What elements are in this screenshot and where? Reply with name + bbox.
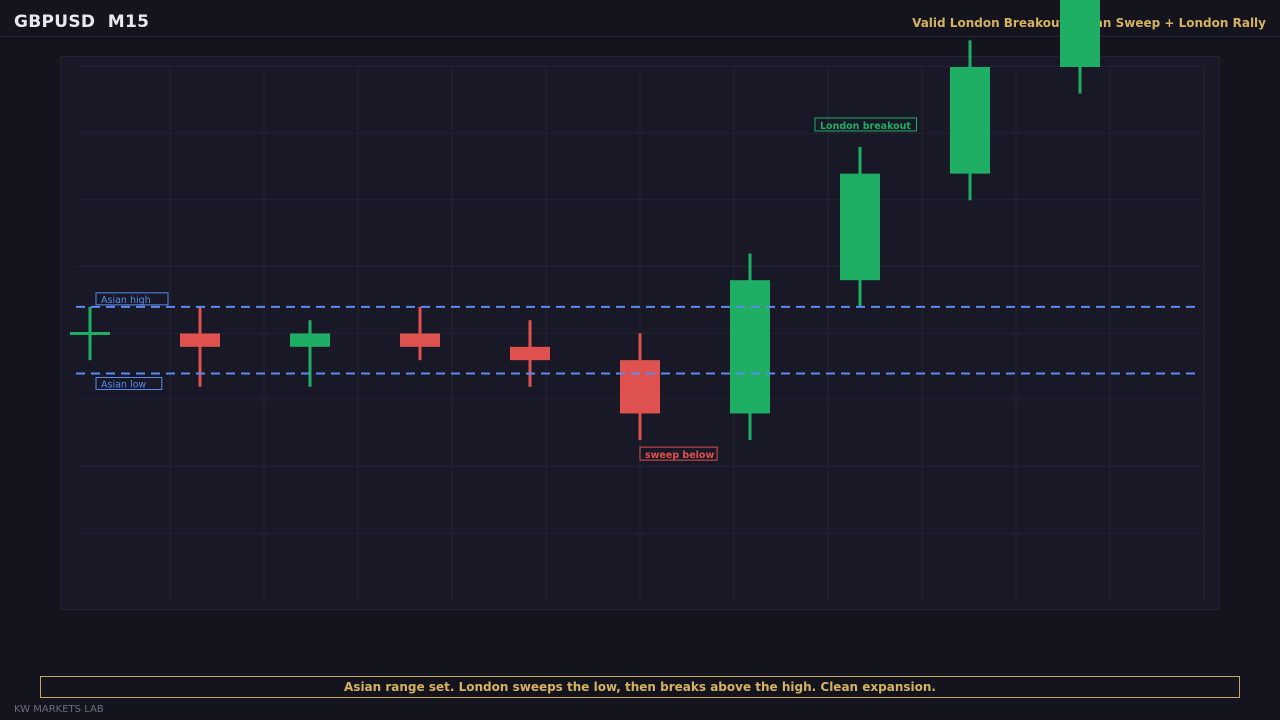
candle-body-bullish: [1060, 0, 1100, 67]
candle-body-bearish: [620, 360, 660, 414]
candle-body-bullish: [70, 332, 110, 335]
footer-brand: KW MARKETS LAB: [14, 704, 104, 715]
symbol-timeframe: GBPUSD M15: [14, 12, 150, 32]
annotation-box: [639, 446, 718, 461]
annotation-label: sweep below: [645, 450, 714, 461]
annotation-box: [814, 117, 917, 132]
candle-body-bullish: [840, 173, 880, 281]
candle-body-bearish: [510, 346, 550, 361]
candle-body-bullish: [730, 280, 770, 414]
candle-body-bearish: [180, 333, 220, 347]
candle-body-bullish: [950, 67, 990, 174]
level-label-box: [95, 376, 163, 390]
candle-body-bearish: [400, 333, 440, 347]
level-label: Asian high: [101, 295, 151, 306]
caption-box: Asian range set. London sweeps the low, …: [40, 676, 1240, 698]
level-label: Asian low: [101, 379, 146, 390]
candle-wick: [308, 320, 312, 387]
level-label-box: [95, 292, 169, 306]
annotation-label: London breakout: [820, 121, 911, 132]
candle-body-bullish: [290, 333, 330, 347]
